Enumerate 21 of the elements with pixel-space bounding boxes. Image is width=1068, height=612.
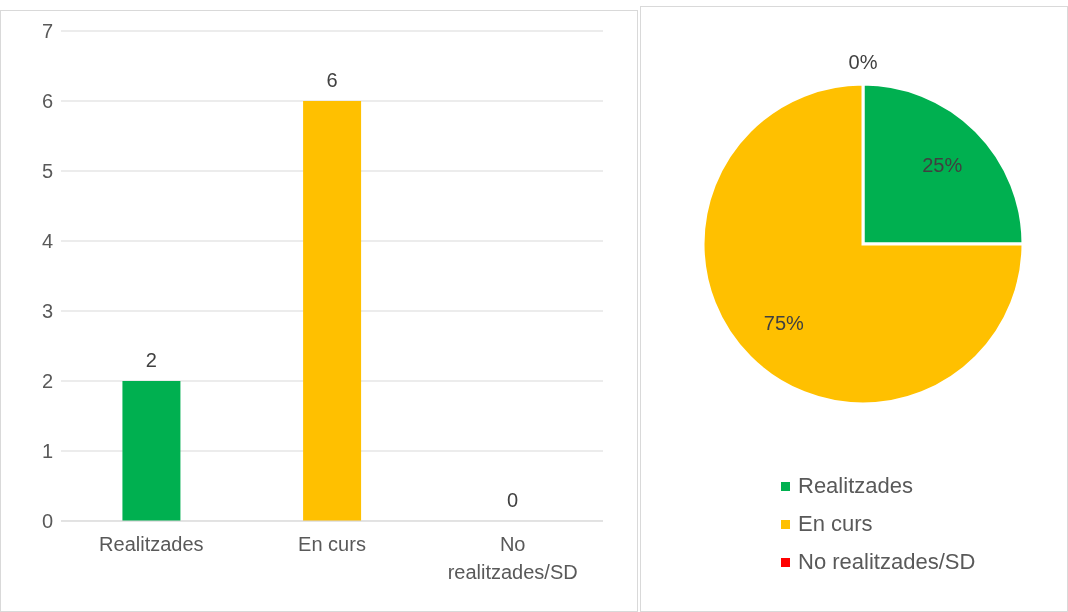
- x-tick-label: Realitzades: [99, 533, 204, 555]
- y-tick-label: 4: [41, 230, 53, 253]
- x-tick-label: No realitzades/SD: [447, 533, 578, 583]
- y-tick-label: 1: [41, 440, 53, 463]
- y-tick-label: 7: [41, 20, 53, 43]
- legend-label: Realitzades: [798, 473, 913, 499]
- data-label: 75%: [763, 312, 805, 335]
- y-tick-label: 3: [41, 300, 53, 323]
- x-tick-label: En curs: [298, 533, 366, 555]
- y-tick-label: 0: [41, 510, 53, 533]
- data-label: 25%: [922, 153, 963, 176]
- legend-label: En curs: [798, 511, 873, 537]
- pie-slice: [701, 82, 1025, 406]
- y-tick-label: 6: [41, 90, 53, 113]
- data-label: 2: [145, 349, 157, 371]
- legend-label: No realitzades/SD: [798, 549, 976, 575]
- text: 0%: [848, 51, 878, 73]
- y-tick-label: 5: [41, 160, 53, 183]
- data-label: 6: [326, 69, 338, 91]
- data-label: 0: [507, 489, 519, 511]
- y-tick-label: 2: [41, 370, 53, 393]
